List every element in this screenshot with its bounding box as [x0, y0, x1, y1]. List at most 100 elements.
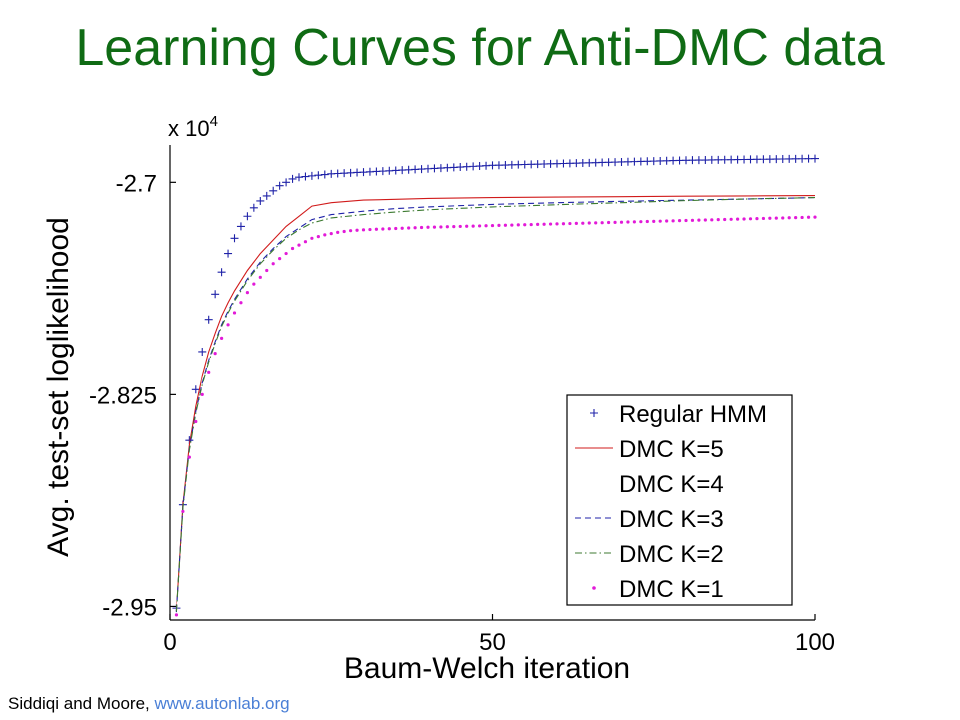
data-point [594, 221, 598, 225]
data-point [204, 315, 213, 324]
legend-item-dmc-k-2: DMC K=2 [575, 541, 724, 568]
data-point [619, 220, 624, 224]
data-point [400, 226, 404, 230]
data-point [510, 223, 514, 227]
data-point [394, 226, 398, 231]
data-point [794, 216, 798, 220]
data-point [342, 229, 346, 234]
data-point [542, 222, 546, 226]
data-point [381, 227, 385, 231]
data-point [368, 227, 372, 232]
data-point [295, 173, 303, 182]
data-point [639, 220, 643, 224]
series-line [175, 197, 816, 612]
data-point [290, 246, 295, 251]
data-point [239, 301, 243, 305]
y-multiplier-label: x 104 [168, 113, 218, 141]
data-point [645, 219, 649, 224]
data-point [471, 224, 475, 228]
series-line [175, 195, 816, 612]
legend-label: DMC K=4 [619, 471, 724, 498]
data-point [703, 218, 707, 222]
data-point [800, 215, 804, 220]
data-point [484, 224, 488, 228]
data-point [198, 347, 207, 356]
footer: Siddiqi and Moore, www.autonlab.org [8, 694, 290, 714]
data-point [329, 232, 333, 236]
footer-url[interactable]: www.autonlab.org [154, 694, 290, 713]
data-point [548, 222, 553, 226]
legend-item-dmc-k-3: DMC K=3 [575, 506, 724, 533]
data-point [465, 224, 469, 228]
legend-label: DMC K=5 [619, 436, 724, 463]
data-point [723, 217, 727, 222]
data-point [581, 221, 585, 225]
series-dmc-k-5 [175, 195, 816, 612]
data-point [271, 262, 275, 266]
series-layer [172, 154, 819, 617]
data-point [742, 217, 746, 221]
data-point [307, 171, 316, 180]
data-point [529, 222, 533, 227]
data-point [426, 225, 430, 229]
x-tick-label: 0 [163, 629, 176, 656]
y-tick-label: -2.7 [116, 170, 157, 197]
data-point [432, 225, 437, 229]
data-point [284, 251, 288, 256]
series-dmc-k-1 [174, 215, 817, 617]
y-axis-label: Avg. test-set loglikelihood [42, 217, 75, 557]
data-point [269, 186, 278, 195]
data-point [523, 223, 527, 227]
legend-label: DMC K=1 [619, 576, 724, 603]
data-point [361, 228, 366, 232]
legend-item-dmc-k-1: DMC K=1 [592, 576, 724, 603]
slide-title: Learning Curves for Anti-DMC data [75, 19, 885, 77]
legend-swatch [590, 409, 598, 417]
y-multiplier-exponent: 4 [210, 113, 218, 130]
series-dmc-k-2 [175, 197, 816, 612]
data-point [258, 275, 262, 279]
data-point [684, 218, 688, 223]
data-point [555, 222, 559, 226]
data-point [236, 222, 245, 231]
data-point [419, 225, 424, 230]
data-point [497, 223, 501, 228]
data-point [355, 228, 359, 232]
data-point [516, 223, 520, 227]
data-point [445, 225, 449, 229]
data-point [316, 235, 320, 239]
data-point [665, 219, 669, 223]
legend-box [566, 394, 793, 606]
data-point [194, 419, 198, 424]
data-point [213, 352, 217, 356]
data-point [275, 181, 284, 190]
data-point [174, 613, 179, 617]
data-point [265, 268, 269, 273]
data-point [413, 226, 417, 230]
data-point [658, 219, 662, 223]
data-point [314, 171, 323, 180]
data-point [561, 222, 566, 226]
data-point [207, 370, 211, 374]
data-point [320, 170, 329, 179]
data-point [187, 455, 191, 459]
data-point [490, 223, 495, 228]
data-point [671, 219, 675, 223]
data-point [220, 336, 224, 340]
data-point [811, 154, 819, 163]
data-point [211, 290, 220, 299]
data-point [774, 216, 778, 220]
data-point [297, 243, 301, 247]
data-point [310, 236, 314, 240]
data-point [787, 216, 791, 220]
data-point [323, 233, 327, 237]
data-point [748, 217, 753, 221]
data-point [249, 203, 258, 212]
data-point [755, 217, 759, 221]
data-point [439, 225, 443, 229]
data-point [349, 229, 353, 233]
data-point [374, 227, 378, 231]
data-point [243, 212, 252, 221]
data-point [806, 215, 811, 219]
data-point [677, 219, 682, 223]
